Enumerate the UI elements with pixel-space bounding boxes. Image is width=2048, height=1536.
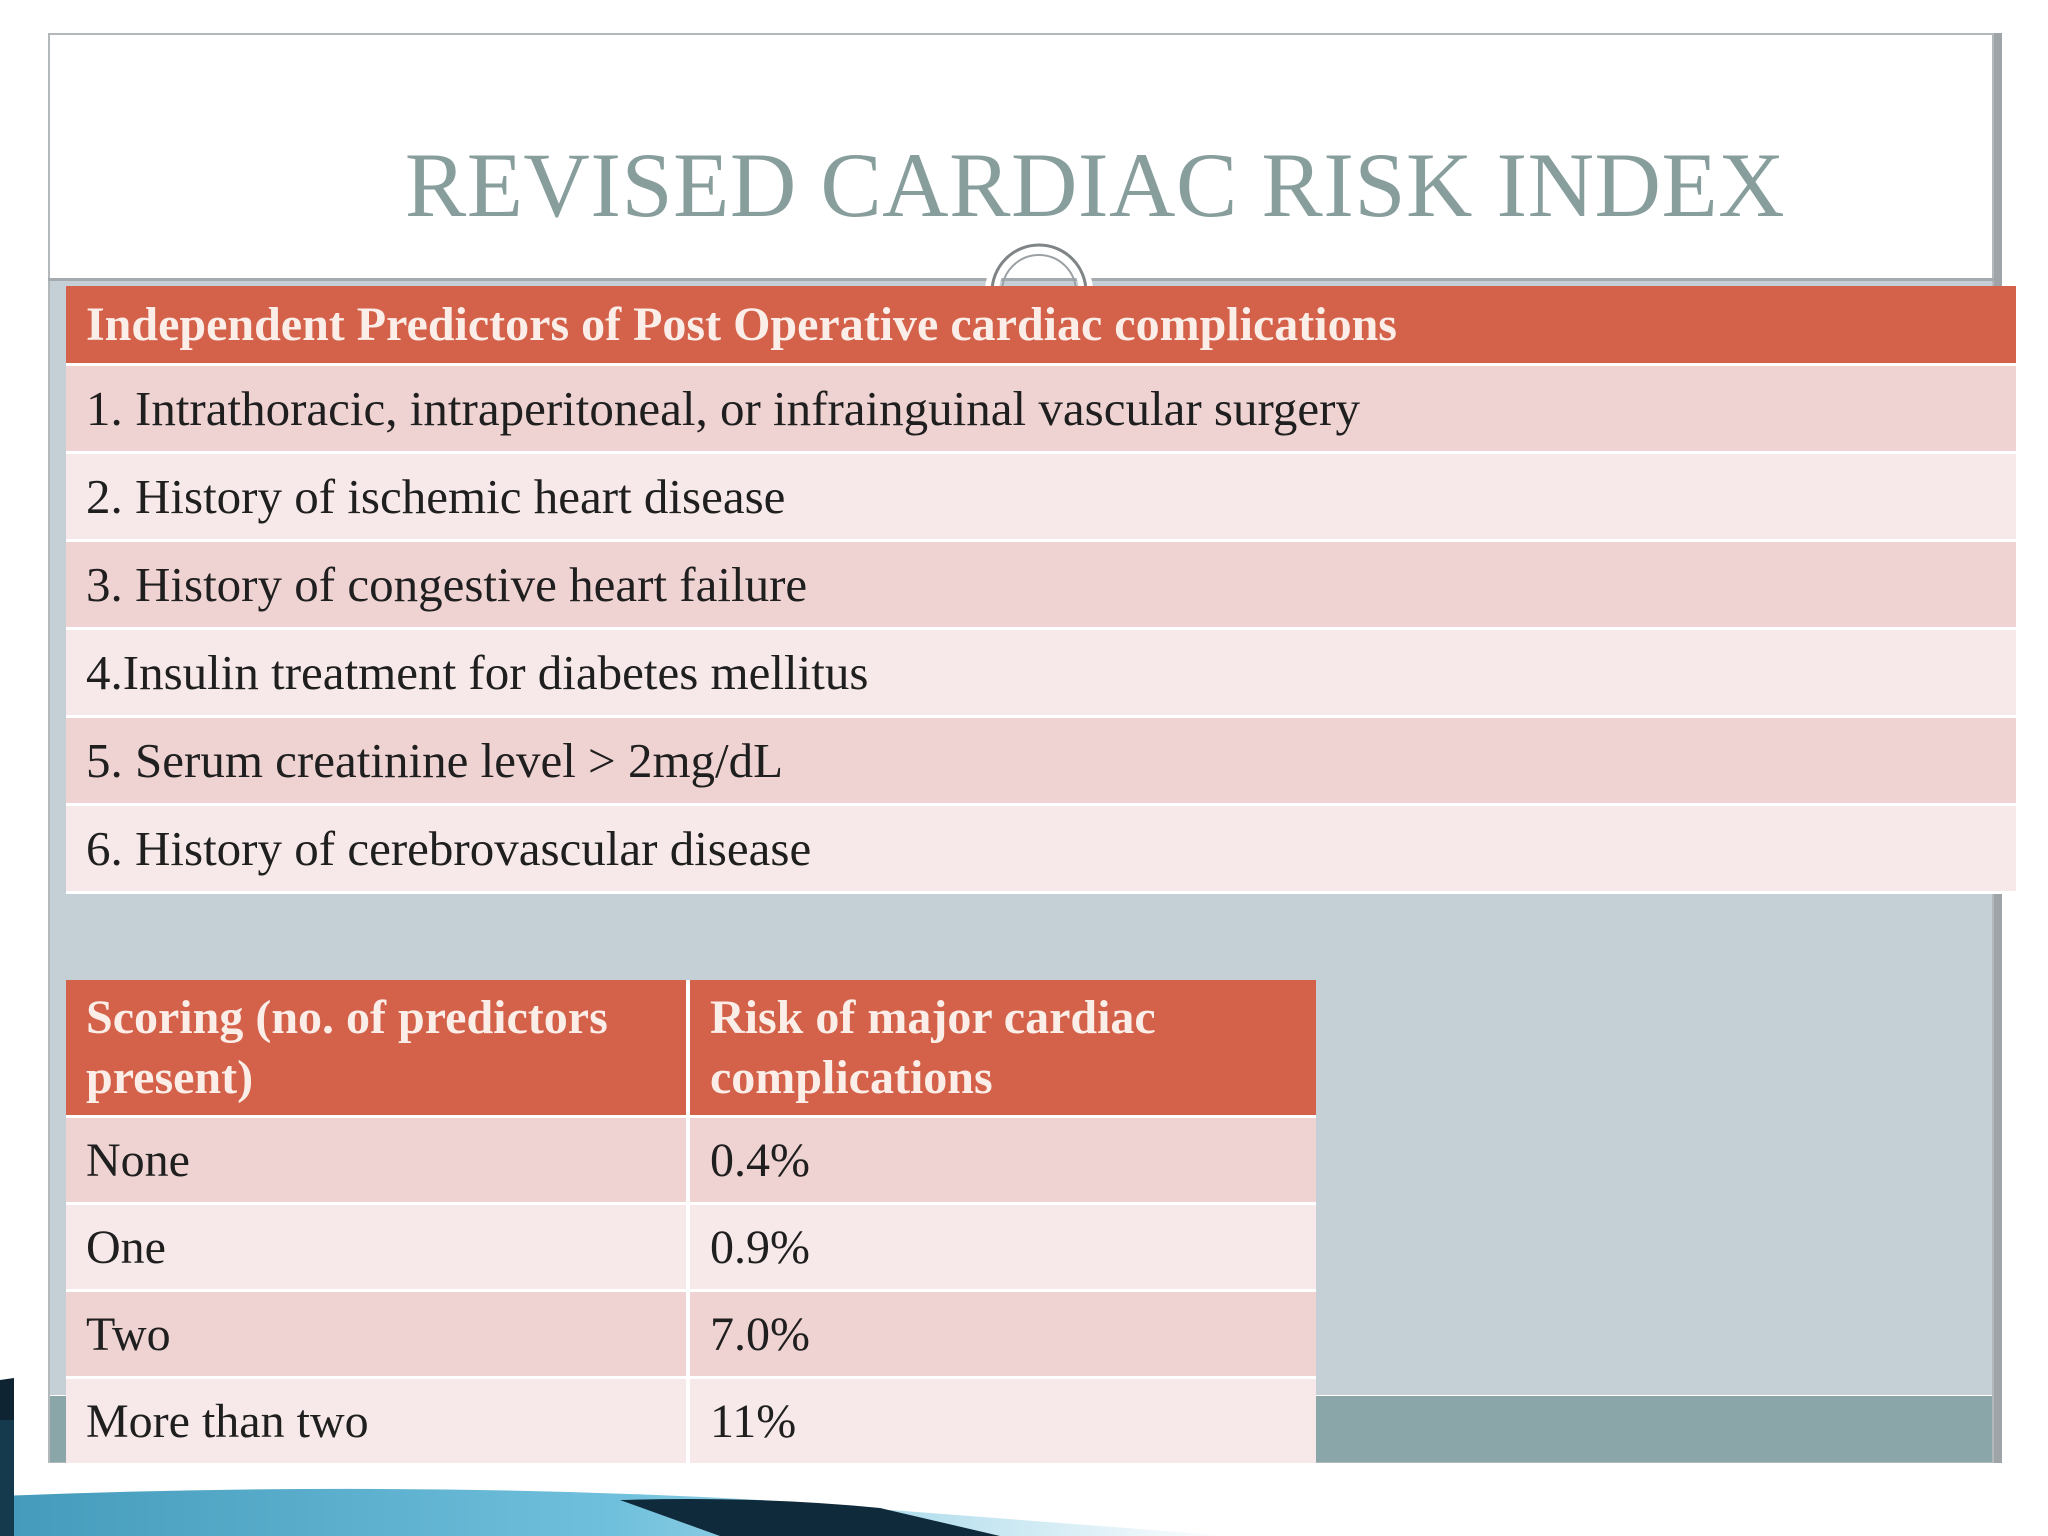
risk-cell: 0.9% — [690, 1205, 1316, 1292]
predictor-item: 5. Serum creatinine level > 2mg/dL — [66, 718, 2016, 806]
table-row: One 0.9% — [66, 1205, 1316, 1292]
score-cell: None — [66, 1118, 690, 1205]
predictor-item: 3. History of congestive heart failure — [66, 542, 2016, 630]
slide-title: REVISED CARDIAC RISK INDEX — [404, 134, 1786, 236]
title-area: REVISED CARDIAC RISK INDEX — [50, 35, 1992, 280]
predictors-header-row: Independent Predictors of Post Operative… — [66, 286, 2016, 366]
predictors-header: Independent Predictors of Post Operative… — [66, 286, 2016, 366]
risk-header: Risk of major cardiac complications — [690, 980, 1316, 1118]
table-row: 3. History of congestive heart failure — [66, 542, 2016, 630]
table-row: 1. Intrathoracic, intraperitoneal, or in… — [66, 366, 2016, 454]
title-divider — [48, 278, 1994, 281]
predictor-item: 1. Intrathoracic, intraperitoneal, or in… — [66, 366, 2016, 454]
table-row: Two 7.0% — [66, 1292, 1316, 1379]
risk-cell: 7.0% — [690, 1292, 1316, 1379]
ring-ornament-icon — [985, 238, 1093, 293]
scoring-table: Scoring (no. of predictors present) Risk… — [66, 980, 1316, 1466]
predictors-table: Independent Predictors of Post Operative… — [66, 286, 2016, 894]
risk-cell: 0.4% — [690, 1118, 1316, 1205]
table-row: None 0.4% — [66, 1118, 1316, 1205]
scoring-header-row: Scoring (no. of predictors present) Risk… — [66, 980, 1316, 1118]
predictor-item: 2. History of ischemic heart disease — [66, 454, 2016, 542]
table-row: 2. History of ischemic heart disease — [66, 454, 2016, 542]
risk-cell: 11% — [690, 1379, 1316, 1466]
table-row: More than two 11% — [66, 1379, 1316, 1466]
score-cell: One — [66, 1205, 690, 1292]
predictor-item: 6. History of cerebrovascular disease — [66, 806, 2016, 894]
swoosh-decoration — [0, 1378, 2048, 1536]
score-cell: Two — [66, 1292, 690, 1379]
scoring-header: Scoring (no. of predictors present) — [66, 980, 690, 1118]
table-row: 5. Serum creatinine level > 2mg/dL — [66, 718, 2016, 806]
predictor-item: 4.Insulin treatment for diabetes mellitu… — [66, 630, 2016, 718]
score-cell: More than two — [66, 1379, 690, 1466]
table-row: 6. History of cerebrovascular disease — [66, 806, 2016, 894]
table-row: 4.Insulin treatment for diabetes mellitu… — [66, 630, 2016, 718]
